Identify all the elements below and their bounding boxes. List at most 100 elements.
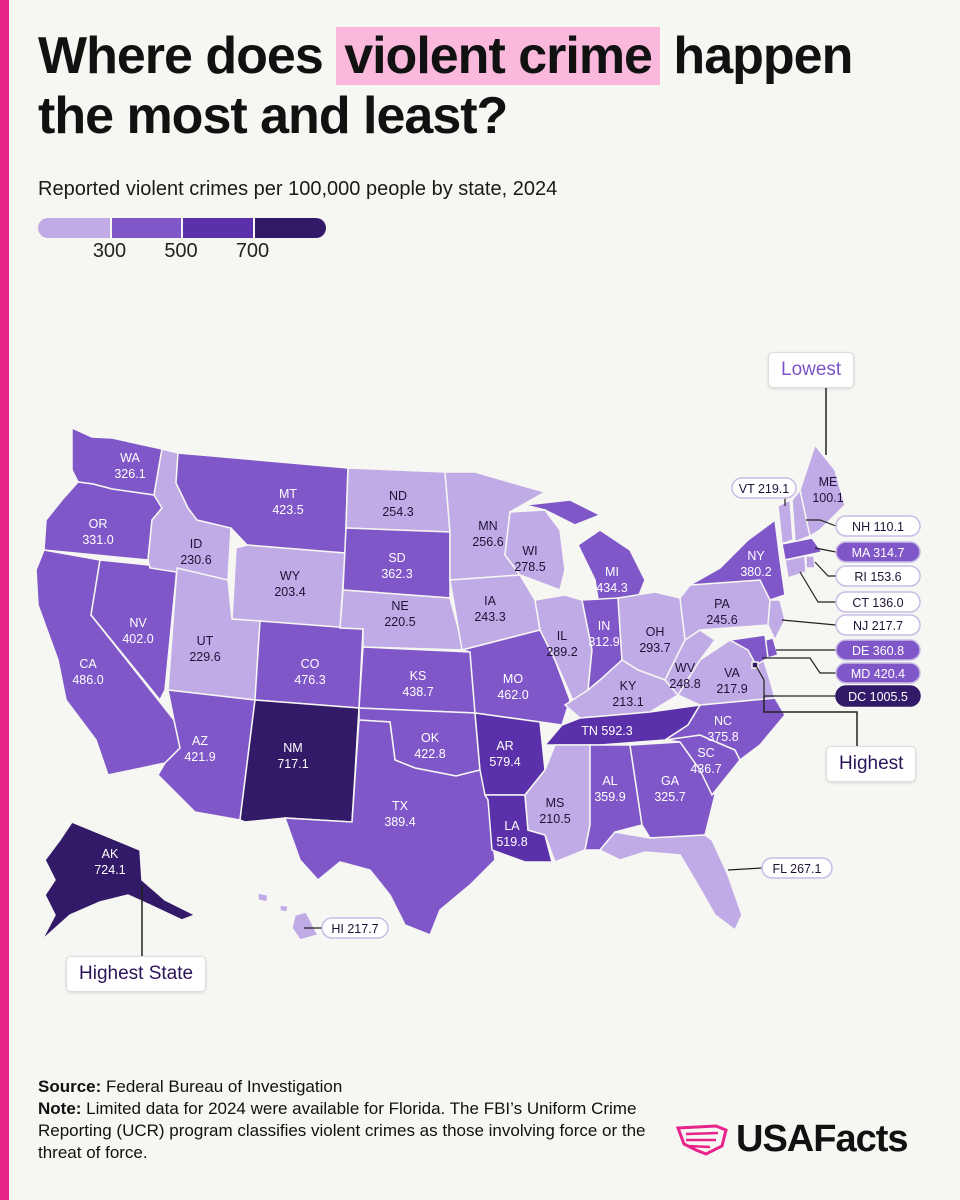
callout-label-nh: NH 110.1	[852, 520, 904, 534]
state-abbr-ak: AK	[102, 847, 119, 861]
state-abbr-ok: OK	[421, 731, 440, 745]
callout-label-md: MD 420.4	[851, 667, 905, 681]
state-value-wi: 278.5	[514, 560, 545, 574]
state-abbr-nv: NV	[129, 616, 147, 630]
state-shape-ri	[805, 555, 816, 569]
callout-box-de	[835, 639, 921, 661]
state-value-ks: 438.7	[402, 685, 433, 699]
callout-label-hi: HI 217.7	[331, 922, 378, 936]
state-abbr-or: OR	[89, 517, 108, 531]
callout-box-md	[835, 662, 921, 684]
callout-box-dc	[835, 685, 921, 707]
state-abbr-la: LA	[504, 819, 520, 833]
callout-line-dc	[755, 665, 836, 697]
state-value-wy: 203.4	[274, 585, 305, 599]
state-abbr-az: AZ	[192, 734, 208, 748]
state-value-or: 331.0	[82, 533, 113, 547]
state-abbr-ks: KS	[410, 669, 427, 683]
state-value-nc: 375.8	[707, 730, 738, 744]
callout-line-nj	[781, 619, 837, 626]
state-abbr-ia: IA	[484, 594, 496, 608]
note-label: Note:	[38, 1099, 82, 1118]
state-value-mi: 434.3	[596, 581, 627, 595]
state-value-il: 289.2	[546, 645, 577, 659]
state-value-id: 230.6	[180, 553, 211, 567]
state-abbr-ar: AR	[496, 739, 513, 753]
state-value-ia: 243.3	[474, 610, 505, 624]
callout-line-ri	[814, 561, 836, 577]
state-shape-md	[727, 634, 769, 667]
state-shape-nj	[767, 599, 786, 642]
state-abbr-mi: MI	[605, 565, 619, 579]
state-value-va: 217.9	[716, 682, 747, 696]
state-abbr-id: ID	[190, 537, 203, 551]
legend-tick-label: 500	[164, 240, 198, 262]
state-abbr-sd: SD	[388, 551, 405, 565]
accent-bar	[0, 0, 9, 1200]
state-abbr-tx: TX	[392, 799, 409, 813]
state-value-wa: 326.1	[114, 467, 145, 481]
state-shape-me	[799, 443, 846, 538]
state-abbr-pa: PA	[714, 597, 730, 611]
callout-label-ct: CT 136.0	[852, 596, 903, 610]
logo-text: USAFacts	[736, 1118, 908, 1160]
callout-box-nj	[835, 614, 921, 636]
state-shape-ak	[41, 821, 197, 941]
state-shape-tx	[283, 719, 496, 936]
legend-tick-label: 300	[92, 240, 127, 262]
state-shape-ny	[689, 518, 786, 601]
state-value-nm: 717.1	[277, 757, 308, 771]
callout-label-fl: FL 267.1	[773, 862, 822, 876]
legend-ticks: 300 500 700	[38, 240, 324, 264]
state-abbr-al: AL	[602, 774, 617, 788]
state-value-sc: 436.7	[690, 762, 721, 776]
source-line: Source: Federal Bureau of Investigation	[38, 1076, 658, 1098]
state-abbr-sc: SC	[697, 746, 714, 760]
state-value-oh: 293.7	[639, 641, 670, 655]
state-value-wv: 248.8	[669, 677, 700, 691]
state-value-pa: 245.6	[706, 613, 737, 627]
title-before: Where does	[38, 27, 337, 85]
callout-lines	[141, 386, 858, 958]
footer: Source: Federal Bureau of Investigation …	[38, 1076, 658, 1164]
callout-label-ri: RI 153.6	[854, 570, 901, 584]
us-map-flag-icon	[676, 1123, 728, 1156]
highest-tag: Highest	[826, 746, 917, 782]
callout-line-md	[762, 657, 836, 674]
state-abbr-il: IL	[557, 629, 567, 643]
state-abbr-mn: MN	[478, 519, 497, 533]
state-abbr-oh: OH	[646, 625, 665, 639]
state-shape-fl	[598, 831, 743, 932]
state-value-az: 421.9	[184, 750, 215, 764]
callout-box-ri	[835, 565, 921, 587]
highest-state-tag: Highest State	[66, 956, 207, 992]
state-value-mt: 423.5	[272, 503, 303, 517]
state-abbr-ms: MS	[546, 796, 565, 810]
usafacts-logo: USAFacts	[676, 1118, 908, 1161]
state-abbr-ny: NY	[747, 549, 765, 563]
callout-label-nj: NJ 217.7	[853, 619, 903, 633]
callout-box-ma	[835, 541, 921, 563]
state-value-nd: 254.3	[382, 505, 413, 519]
state-shape-wi	[504, 509, 566, 591]
state-abbr-wy: WY	[280, 569, 301, 583]
source-text: Federal Bureau of Investigation	[101, 1077, 343, 1096]
state-shape-ct	[784, 555, 807, 579]
state-abbr-nc: NC	[714, 714, 732, 728]
state-shape-vt	[777, 498, 794, 546]
state-shape-nc	[664, 697, 786, 762]
callout-label-vt: VT 219.1	[739, 482, 790, 496]
state-value-ak: 724.1	[94, 863, 125, 877]
state-abbr-ky: KY	[620, 679, 637, 693]
state-shape-mi	[524, 499, 646, 613]
state-value-sd: 362.3	[381, 567, 412, 581]
note-text: Limited data for 2024 were available for…	[38, 1099, 646, 1162]
state-abbr-wv: WV	[675, 661, 696, 675]
callout-box-nh	[835, 515, 921, 537]
state-abbr-nd: ND	[389, 489, 407, 503]
state-value-tx: 389.4	[384, 815, 415, 829]
state-value-co: 476.3	[294, 673, 325, 687]
note-line: Note: Limited data for 2024 were availab…	[38, 1098, 658, 1164]
state-value-ne: 220.5	[384, 615, 415, 629]
